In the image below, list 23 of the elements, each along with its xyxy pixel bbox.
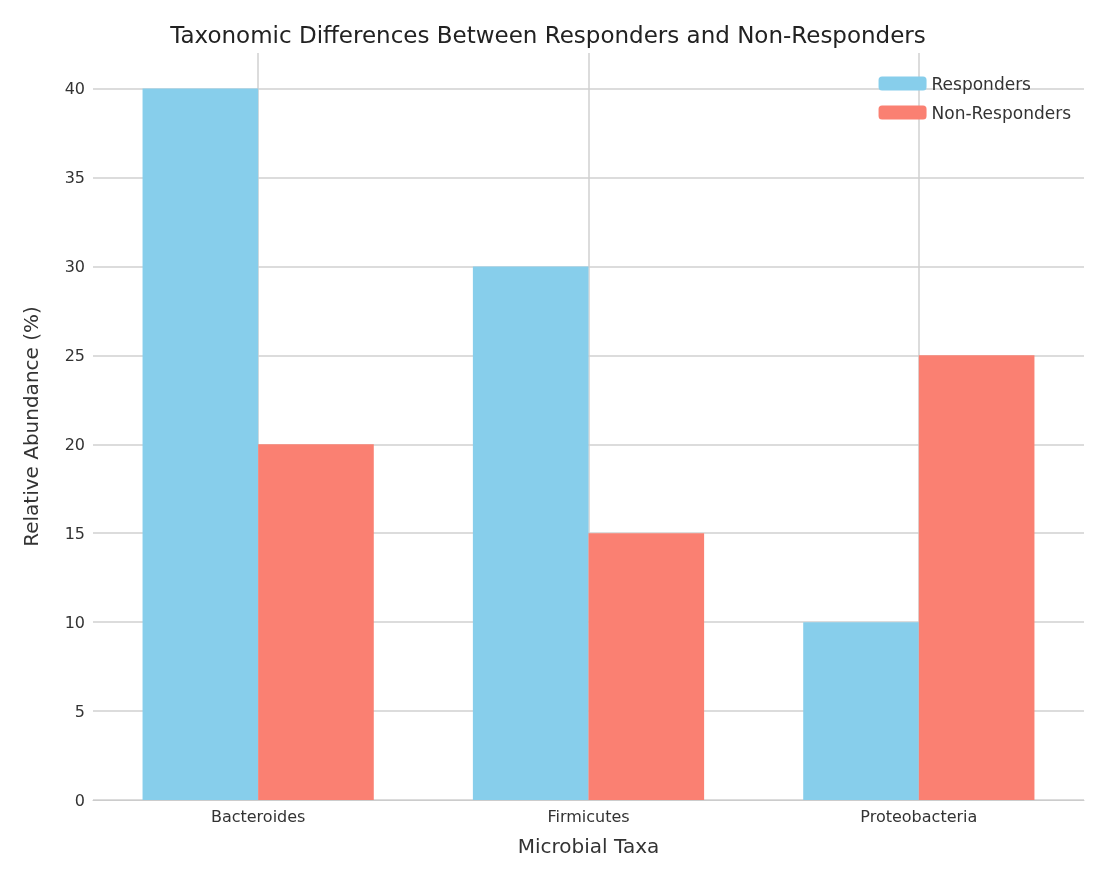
legend-label: Non-Responders xyxy=(931,102,1072,123)
x-tick-label: Firmicutes xyxy=(547,806,630,826)
y-tick-label: 35 xyxy=(64,168,85,187)
bar xyxy=(588,533,705,800)
bar xyxy=(142,88,259,800)
x-tick-label: Proteobacteria xyxy=(860,806,978,826)
bar xyxy=(472,266,589,800)
bar xyxy=(258,444,374,800)
x-tick-label: Bacteroides xyxy=(210,806,306,826)
y-tick-label: 40 xyxy=(64,79,85,99)
bar xyxy=(918,355,1035,800)
y-tick-label: 30 xyxy=(64,256,85,276)
y-tick-label: 25 xyxy=(64,345,85,365)
x-axis-title: Microbial Taxa xyxy=(517,834,660,858)
chart-title: Taxonomic Differences Between Responders and Non-Responders xyxy=(169,21,926,48)
y-tick-label: 15 xyxy=(64,523,85,543)
y-tick-label: 10 xyxy=(64,612,85,632)
y-tick-label: 5 xyxy=(74,701,85,721)
legend-label: Responders xyxy=(931,73,1032,94)
y-tick-label: 0 xyxy=(74,790,85,810)
y-axis-title: Relative Abundance (%) xyxy=(19,306,43,547)
y-tick-label: 20 xyxy=(64,434,85,454)
bar xyxy=(803,622,919,800)
